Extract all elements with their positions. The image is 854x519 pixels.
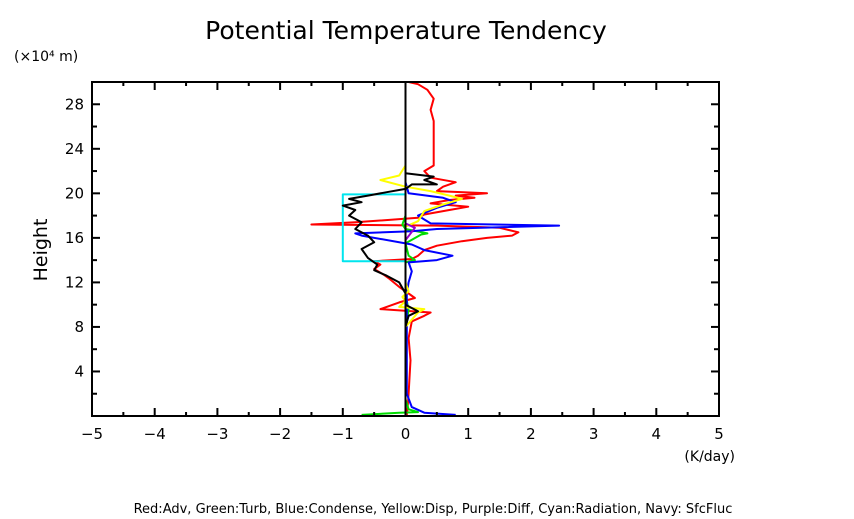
y-tick-label: 16: [65, 229, 84, 247]
series-line-2: [354, 82, 561, 416]
x-tick-label: −3: [206, 425, 228, 443]
y-tick-label: 4: [74, 362, 84, 380]
x-tick-label: 1: [463, 425, 473, 443]
x-tick-label: −2: [269, 425, 291, 443]
series-line-0: [310, 82, 520, 416]
y-tick-label: 28: [65, 95, 84, 113]
series-line-1: [361, 82, 429, 416]
y-tick-label: 12: [65, 273, 84, 291]
x-tick-label: −1: [332, 425, 354, 443]
x-tick-label: 0: [401, 425, 411, 443]
x-tick-label: 4: [652, 425, 662, 443]
y-unit-label: (×10⁴ m): [14, 49, 78, 65]
y-tick-label: 20: [65, 184, 84, 202]
x-tick-label: 5: [714, 425, 724, 443]
y-tick-label: 24: [65, 140, 84, 158]
x-tick-label: −4: [144, 425, 166, 443]
x-tick-label: −5: [81, 425, 103, 443]
series-layer: [310, 82, 561, 416]
y-tick-label: 8: [74, 318, 84, 336]
legend-text: Red:Adv, Green:Turb, Blue:Condense, Yell…: [134, 502, 733, 517]
x-tick-label: 2: [526, 425, 536, 443]
chart-title: Potential Temperature Tendency: [205, 16, 607, 45]
x-unit-label: (K/day): [684, 449, 735, 465]
series-line-5: [341, 82, 407, 415]
x-tick-label: 3: [589, 425, 599, 443]
y-axis-label: Height: [30, 219, 52, 282]
